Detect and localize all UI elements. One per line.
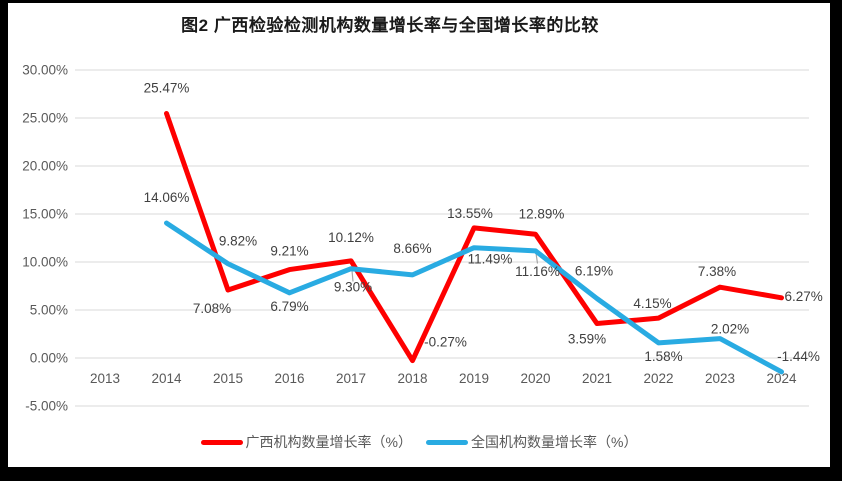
guangxi-data-label: 9.21% [270, 244, 308, 259]
national-line-swatch-icon [426, 439, 468, 445]
guangxi-data-label: 13.55% [447, 206, 493, 221]
x-axis-tick-label: 2024 [766, 371, 797, 386]
chart-legend: 广西机构数量增长率（%） 全国机构数量增长率（%） [8, 432, 830, 452]
line-chart-plot-area: 30.00% 25.00% 20.00% 15.00% 10.00% 5.00% 0.00%… [22, 63, 823, 414]
national-data-label: 11.49% [468, 252, 513, 267]
data-label-leader-line [535, 252, 539, 264]
y-axis-tick-label: 20.00% [22, 159, 68, 174]
national-data-label: -1.44% [777, 349, 820, 364]
national-data-label: 9.30% [334, 280, 372, 295]
x-axis-tick-label: 2019 [459, 371, 489, 386]
y-axis-tick-label: -5.00% [25, 399, 68, 414]
guangxi-data-label: 10.12% [328, 230, 374, 245]
national-series-line [164, 220, 784, 375]
guangxi-data-label: 12.89% [519, 206, 565, 221]
chart-title: 图2 广西检验检测机构数量增长率与全国增长率的比较 [181, 16, 599, 35]
national-data-label: 2.02% [711, 322, 749, 337]
guangxi-data-label: 3.59% [568, 332, 606, 347]
x-axis-tick-label: 2021 [582, 371, 612, 386]
guangxi-line-swatch-icon [200, 439, 243, 445]
x-axis-tick-label: 2020 [520, 371, 550, 386]
guangxi-data-label: 7.38% [698, 264, 736, 279]
legend-label-guangxi: 广西机构数量增长率（%） [245, 434, 412, 450]
y-axis-tick-label: 10.00% [22, 255, 68, 270]
x-axis-tick-label: 2023 [705, 371, 735, 386]
x-axis-tick-label: 2013 [90, 371, 120, 386]
guangxi-series-line [164, 110, 784, 364]
national-data-label: 14.06% [144, 190, 190, 205]
y-axis-tick-label: 0.00% [30, 351, 68, 366]
x-axis-tick-label: 2017 [336, 371, 366, 386]
national-data-label: 11.16% [515, 264, 560, 279]
guangxi-data-label: 4.15% [633, 296, 671, 311]
legend-label-national: 全国机构数量增长率（%） [471, 434, 638, 450]
guangxi-data-label: 7.08% [193, 301, 231, 316]
x-axis-tick-label: 2015 [213, 371, 243, 386]
guangxi-data-label: -0.27% [424, 335, 467, 350]
y-axis-tick-label: 15.00% [22, 207, 68, 222]
y-axis-tick-label: 30.00% [22, 63, 68, 78]
guangxi-data-label: 25.47% [144, 80, 190, 95]
national-data-label: 9.82% [219, 234, 257, 249]
x-axis-tick-label: 2014 [151, 371, 182, 386]
national-data-label: 6.19% [575, 264, 613, 279]
x-axis-tick-label: 2022 [643, 371, 673, 386]
national-data-label: 8.66% [393, 241, 431, 256]
national-data-label: 1.58% [644, 349, 682, 364]
legend-item-guangxi: 广西机构数量增长率（%） [200, 432, 412, 452]
x-axis-tick-label: 2016 [274, 371, 304, 386]
x-axis-tick-label: 2018 [397, 371, 427, 386]
guangxi-data-label: 6.27% [785, 289, 823, 304]
y-axis-tick-label: 5.00% [30, 303, 68, 318]
national-data-label: 6.79% [270, 299, 308, 314]
data-label-leader-line [351, 270, 354, 282]
y-axis-tick-label: 25.00% [22, 111, 68, 126]
legend-item-national: 全国机构数量增长率（%） [426, 432, 637, 452]
